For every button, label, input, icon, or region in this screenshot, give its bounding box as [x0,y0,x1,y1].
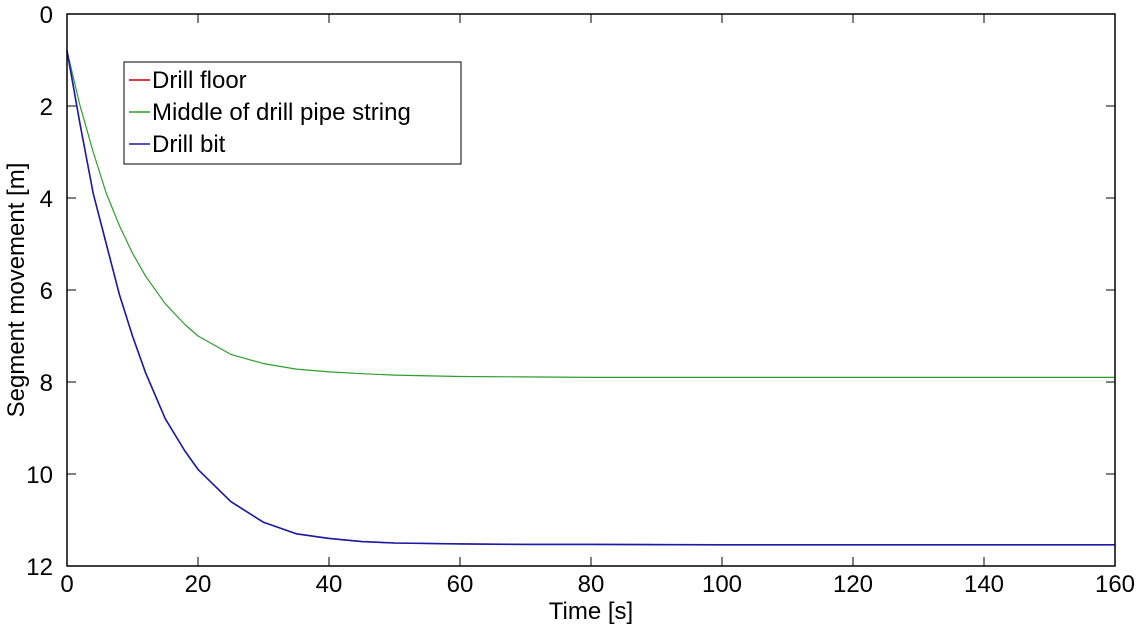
series-line-1 [66,50,1115,378]
x-tick-label: 160 [1095,571,1135,598]
x-tick-label: 80 [578,571,605,598]
x-tick-label: 60 [447,571,474,598]
y-tick-label: 8 [40,370,53,397]
x-axis-label: Time [s] [549,598,633,625]
legend-label: Middle of drill pipe string [152,99,411,126]
y-tick-label: 2 [40,94,53,121]
x-tick-label: 40 [316,571,343,598]
y-axis-label: Segment movement [m] [3,163,30,418]
plot-frame [66,13,1116,567]
y-tick-label: 10 [26,462,53,489]
legend-box [123,61,462,165]
legend-label: Drill bit [152,131,226,158]
y-tick-label: 12 [26,554,53,581]
x-tick-label: 0 [60,571,73,598]
x-tick-label: 140 [964,571,1004,598]
y-tick-label: 6 [40,278,53,305]
legend-label: Drill floor [152,67,247,94]
series-layer [66,50,1115,546]
y-tick-label: 4 [40,186,53,213]
series-line-2 [66,50,1115,546]
x-tick-label: 120 [833,571,873,598]
y-tick-labels: 0 2 4 6 8 10 12 [26,2,53,581]
y-tick-label: 0 [40,2,53,29]
x-tick-label: 100 [702,571,742,598]
x-tick-labels: 0 20 40 60 80 100 120 140 160 [60,571,1135,598]
x-tick-label: 20 [185,571,212,598]
legend: Drill floor Middle of drill pipe string Dr… [123,61,462,165]
